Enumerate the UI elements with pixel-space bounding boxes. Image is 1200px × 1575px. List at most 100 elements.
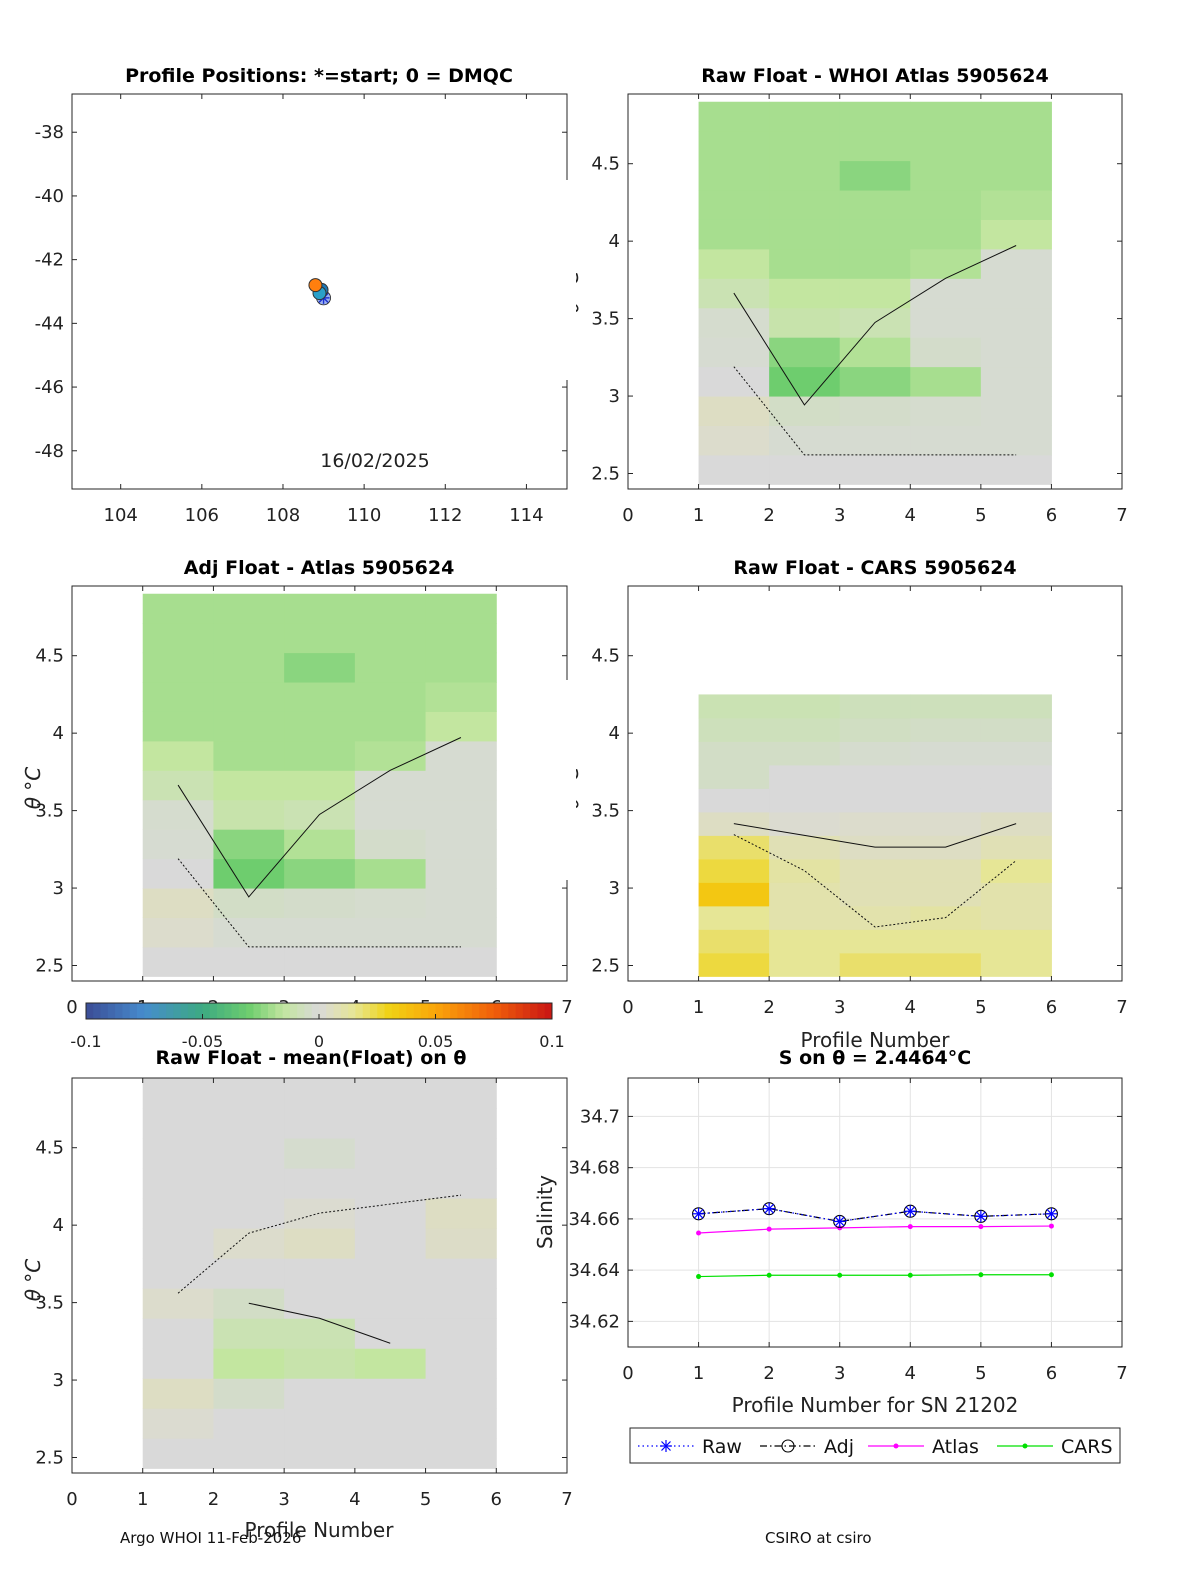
salinity-axes bbox=[627, 1077, 1123, 1348]
heatmap-cell bbox=[213, 1348, 285, 1379]
colorbar-swatch bbox=[530, 1003, 538, 1019]
heatmap-cell bbox=[142, 1228, 214, 1259]
heatmap-cell bbox=[910, 858, 982, 883]
heatmap-cell bbox=[284, 888, 356, 918]
heatmap-cell bbox=[698, 219, 770, 250]
heatmap-cell bbox=[213, 711, 285, 742]
colorbar-swatch bbox=[260, 1003, 269, 1019]
heatmap-cell bbox=[425, 682, 497, 712]
heatmap-cell bbox=[839, 764, 911, 789]
colorbar-swatch bbox=[166, 1003, 174, 1019]
heatmap-cell bbox=[425, 770, 497, 801]
heatmap-cell bbox=[980, 190, 1052, 220]
positions-date-annotation: 16/02/2025 bbox=[320, 450, 430, 472]
colorbar-swatch bbox=[100, 1003, 109, 1019]
heatmap-cell bbox=[698, 694, 770, 719]
heatmap-cell bbox=[354, 1138, 427, 1169]
heatmap-cell bbox=[910, 190, 982, 220]
x-tick-label: 3 bbox=[834, 505, 845, 526]
heatmap-cell bbox=[284, 1438, 356, 1469]
colorbar-swatch bbox=[253, 1003, 262, 1019]
y-tick-label: 34.62 bbox=[568, 1311, 620, 1332]
x-tick-label: 1 bbox=[137, 1489, 148, 1510]
heatmap-cell bbox=[910, 131, 982, 162]
legend-label-adj: Adj bbox=[824, 1436, 854, 1458]
heatmap-cell bbox=[910, 952, 982, 977]
colorbar-swatch bbox=[428, 1003, 436, 1019]
heatmap-cell bbox=[284, 1288, 356, 1319]
x-tick-label: 0 bbox=[622, 1363, 633, 1384]
y-tick-label: 2.5 bbox=[591, 956, 620, 977]
raw-atlas-axes bbox=[627, 93, 1123, 490]
y-tick-label: 2.5 bbox=[35, 1448, 64, 1469]
positions-title: Profile Positions: *=start; 0 = DMQC bbox=[125, 65, 513, 87]
colorbar-swatch bbox=[420, 1003, 429, 1019]
contour-line bbox=[733, 366, 1017, 456]
colorbar-swatch bbox=[289, 1003, 298, 1019]
y-tick-label: 34.64 bbox=[568, 1260, 620, 1281]
heatmap-cell bbox=[354, 888, 427, 918]
x-tick-label: 7 bbox=[1116, 505, 1127, 526]
heatmap-cell bbox=[284, 1318, 356, 1349]
y-tick-label: 4 bbox=[53, 1215, 64, 1236]
adj-atlas-ylabel: θ °C bbox=[21, 767, 45, 810]
raw-mean-contours bbox=[177, 1194, 461, 1344]
colorbar-swatch bbox=[319, 1003, 327, 1019]
heatmap-cell bbox=[698, 454, 770, 485]
heatmap-cell bbox=[698, 366, 770, 397]
heatmap-cell bbox=[769, 788, 841, 813]
salinity-legend: Raw Adj Atlas CARS bbox=[629, 1427, 1121, 1464]
colorbar-swatch bbox=[355, 1003, 364, 1019]
y-tick-label: 34.7 bbox=[580, 1106, 620, 1127]
heatmap-cell bbox=[142, 652, 214, 683]
heatmap-cell bbox=[980, 717, 1052, 742]
heatmap-cell bbox=[769, 131, 841, 162]
heatmap-cell bbox=[910, 101, 982, 132]
colorbar-swatch bbox=[384, 1003, 393, 1019]
heatmap-cell bbox=[142, 740, 214, 771]
heatmap-cell bbox=[354, 1078, 427, 1109]
heatmap-cell bbox=[354, 1318, 427, 1349]
heatmap-cell bbox=[425, 1348, 497, 1379]
heatmap-cell bbox=[769, 905, 841, 930]
dot-marker bbox=[1022, 1443, 1028, 1449]
colorbar-swatch bbox=[151, 1003, 160, 1019]
colorbar-swatch bbox=[311, 1003, 320, 1019]
x-tick-label: 2 bbox=[763, 997, 774, 1018]
heatmap-cell bbox=[354, 682, 427, 712]
raw-atlas-title: Raw Float - WHOI Atlas 5905624 bbox=[701, 65, 1048, 87]
heatmap-cell bbox=[354, 946, 427, 977]
heatmap-cell bbox=[142, 1348, 214, 1379]
heatmap-cell bbox=[284, 593, 356, 624]
raw-mean-axes bbox=[71, 1077, 568, 1474]
colorbar-swatch bbox=[268, 1003, 276, 1019]
colorbar-swatch bbox=[450, 1003, 458, 1019]
heatmap-cell bbox=[698, 858, 770, 883]
colorbar-swatch bbox=[93, 1003, 101, 1019]
heatmap-cell bbox=[213, 1138, 285, 1169]
heatmap-cell bbox=[213, 623, 285, 654]
heatmap-cell bbox=[142, 858, 214, 889]
dot-marker bbox=[1048, 1272, 1054, 1278]
colorbar-swatch bbox=[413, 1003, 422, 1019]
heatmap-cell bbox=[769, 835, 841, 860]
heatmap-cell bbox=[910, 741, 982, 766]
heatmap-cell bbox=[839, 337, 911, 368]
heatmap-cell bbox=[910, 811, 982, 836]
dot-marker bbox=[696, 1274, 702, 1280]
salinity-xlabel: Profile Number for SN 21202 bbox=[732, 1393, 1019, 1417]
heatmap-cell bbox=[980, 905, 1052, 930]
y-tick-label: -44 bbox=[35, 313, 64, 334]
heatmap-cell bbox=[425, 740, 497, 771]
contour-line bbox=[177, 737, 462, 898]
heatmap-cell bbox=[425, 593, 497, 624]
positions-ticks: 104 106 108 110 112 114 -38 -40 -42 -44 -46 -48 bbox=[35, 94, 567, 526]
adj-atlas-contours bbox=[177, 737, 462, 948]
colorbar-swatch bbox=[457, 1003, 466, 1019]
colorbar-swatch bbox=[107, 1003, 116, 1019]
x-tick-label: 3 bbox=[834, 997, 845, 1018]
colorbar-swatch bbox=[399, 1003, 407, 1019]
heatmap-cell bbox=[284, 1348, 356, 1379]
x-tick-label: 5 bbox=[975, 505, 986, 526]
heatmap-cell bbox=[213, 917, 285, 948]
